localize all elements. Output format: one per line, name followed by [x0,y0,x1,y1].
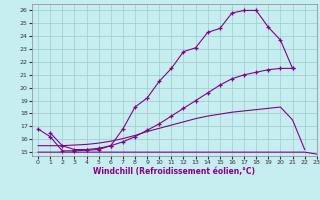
X-axis label: Windchill (Refroidissement éolien,°C): Windchill (Refroidissement éolien,°C) [93,167,255,176]
